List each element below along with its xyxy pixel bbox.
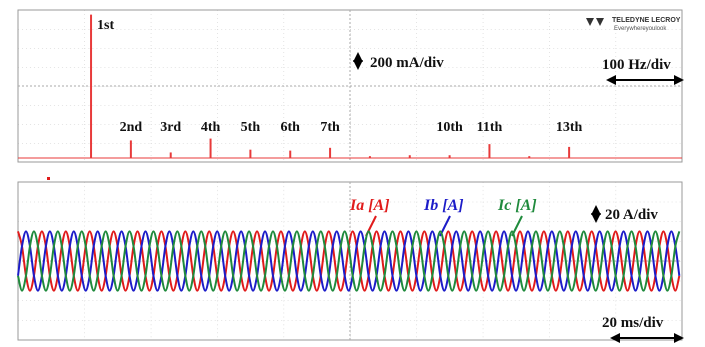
harmonic-label: 13th <box>556 120 583 135</box>
scope-screen: TELEDYNE LECROY Everywhereyoulook 200 mA… <box>0 0 705 347</box>
harmonic-label: 6th <box>281 120 301 135</box>
harmonic-label: 2nd <box>120 120 143 135</box>
harmonic-label: 10th <box>436 120 463 135</box>
legend-label: Ia [A] <box>349 197 390 214</box>
harmonic-label: 5th <box>241 120 261 135</box>
legend-label: Ic [A] <box>497 197 537 214</box>
y-scale-label: 20 A/div <box>605 207 658 223</box>
legend-label: Ib [A] <box>423 197 464 214</box>
logo-brand: TELEDYNE LECROY <box>612 17 681 24</box>
harmonic-label: 4th <box>201 120 221 135</box>
chart: TELEDYNE LECROY Everywhereyoulook 200 mA… <box>0 0 705 347</box>
trigger-marker <box>47 177 50 180</box>
y-scale-label: 200 mA/div <box>370 55 444 71</box>
harmonic-label: 3rd <box>160 120 181 135</box>
harmonic-label: 7th <box>320 120 340 135</box>
x-scale-label: 20 ms/div <box>602 315 664 331</box>
harmonic-label: 11th <box>477 120 503 135</box>
logo-tagline: Everywhereyoulook <box>614 26 667 32</box>
x-scale-label: 100 Hz/div <box>602 57 671 73</box>
harmonic-label: 1st <box>97 18 114 33</box>
